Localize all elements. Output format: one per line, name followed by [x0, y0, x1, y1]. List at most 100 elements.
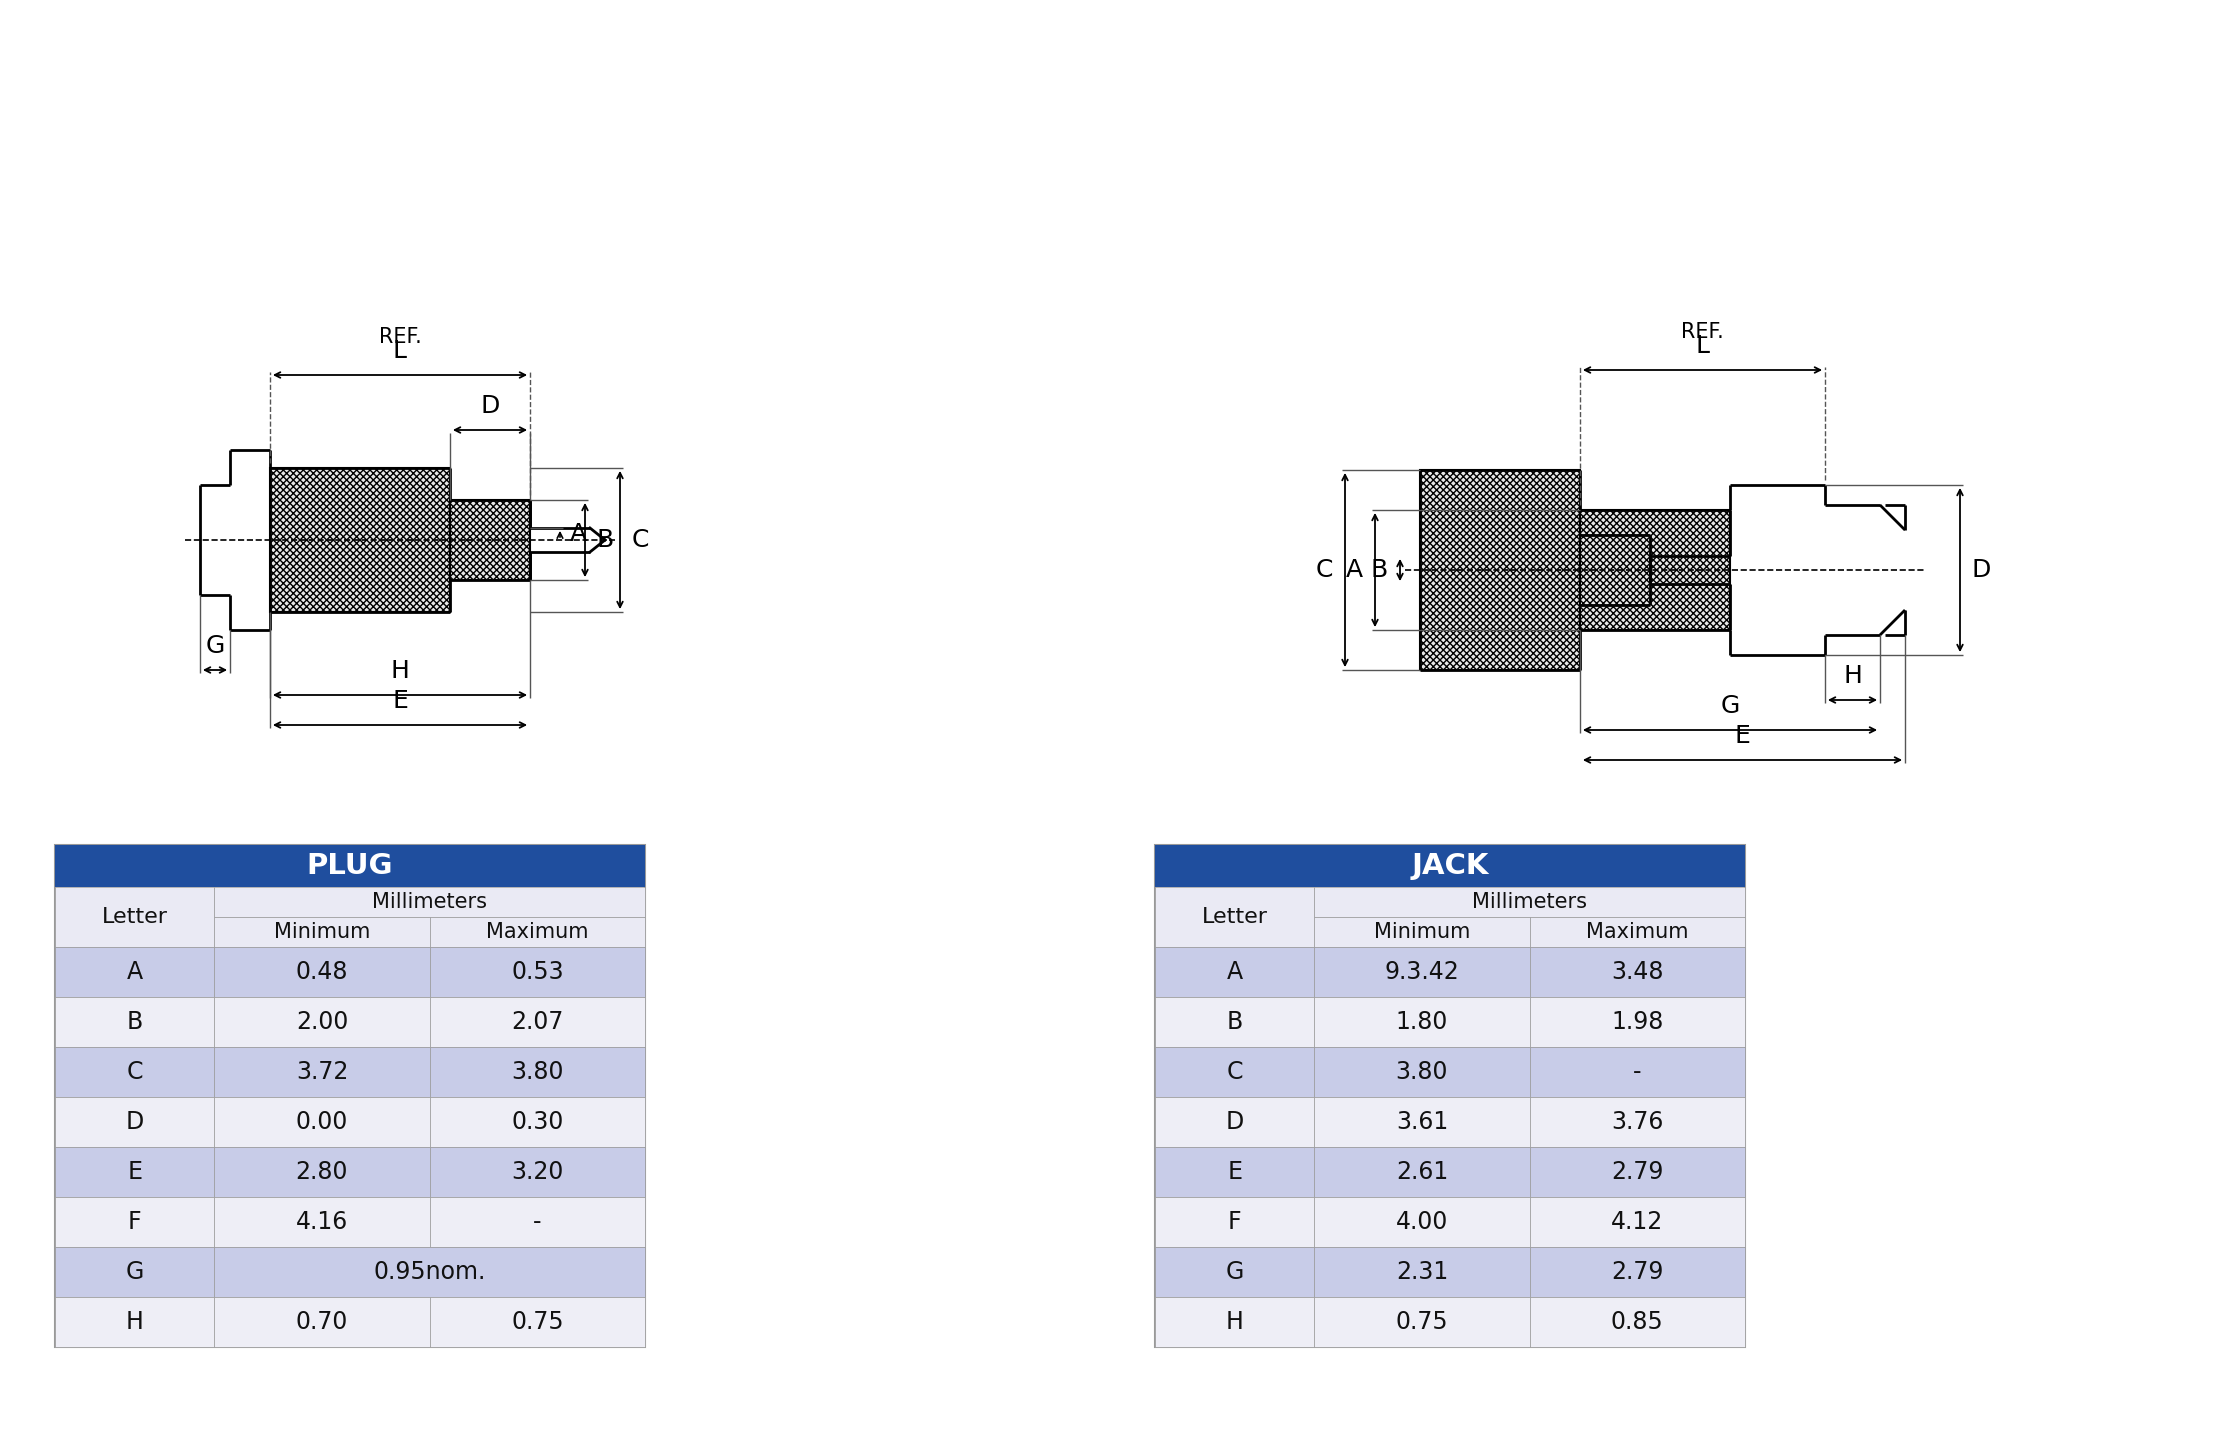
Bar — [1313, 996, 1531, 1047]
Text: E: E — [1227, 1161, 1243, 1184]
Text: A: A — [1227, 960, 1243, 984]
Bar — [1579, 510, 1730, 631]
Bar — [1154, 1197, 1313, 1247]
Text: 1.80: 1.80 — [1395, 1009, 1449, 1034]
Text: 0.48: 0.48 — [297, 960, 348, 984]
Bar — [430, 1047, 645, 1097]
Text: 2.00: 2.00 — [297, 1009, 348, 1034]
Text: REF.: REF. — [1681, 323, 1723, 341]
Text: 3.80: 3.80 — [1395, 1060, 1449, 1084]
Bar — [1154, 845, 1745, 887]
Bar — [1531, 948, 1745, 996]
Text: Letter: Letter — [1203, 907, 1267, 927]
Text: 3.76: 3.76 — [1610, 1110, 1663, 1135]
Bar — [55, 996, 215, 1047]
Text: G: G — [1721, 694, 1739, 719]
Bar — [1154, 948, 1313, 996]
Bar — [1154, 1148, 1313, 1197]
Text: D: D — [1971, 557, 1991, 582]
Text: Maximum: Maximum — [1586, 922, 1688, 942]
Bar — [1420, 469, 1579, 670]
Bar — [215, 1247, 645, 1297]
Text: G: G — [1225, 1260, 1245, 1284]
Bar — [215, 1297, 430, 1346]
Bar — [1154, 1047, 1313, 1097]
Bar — [1531, 1247, 1745, 1297]
Text: C: C — [126, 1060, 144, 1084]
Text: H: H — [390, 660, 410, 683]
Bar — [430, 996, 645, 1047]
Bar — [1154, 1297, 1313, 1346]
Bar — [430, 917, 645, 948]
Text: A: A — [569, 521, 587, 546]
Bar — [215, 948, 430, 996]
Bar — [1313, 1297, 1531, 1346]
Bar — [215, 996, 430, 1047]
Text: B: B — [1371, 557, 1389, 582]
Text: 0.75: 0.75 — [512, 1310, 563, 1333]
Text: 2.79: 2.79 — [1610, 1260, 1663, 1284]
Bar — [215, 1047, 430, 1097]
Text: B: B — [1227, 1009, 1243, 1034]
Text: E: E — [126, 1161, 142, 1184]
Text: Letter: Letter — [102, 907, 168, 927]
Bar — [430, 1148, 645, 1197]
Bar — [1313, 887, 1745, 917]
Text: 4.00: 4.00 — [1395, 1210, 1449, 1234]
Text: F: F — [1227, 1210, 1240, 1234]
Text: C: C — [1227, 1060, 1243, 1084]
Text: Minimum: Minimum — [1373, 922, 1471, 942]
Bar — [1154, 887, 1313, 948]
Bar — [55, 1148, 215, 1197]
Text: L: L — [392, 338, 408, 363]
Text: E: E — [392, 688, 408, 713]
Text: 0.95nom.: 0.95nom. — [374, 1260, 485, 1284]
Bar — [1313, 1148, 1531, 1197]
Bar — [215, 1148, 430, 1197]
Text: Maximum: Maximum — [485, 922, 589, 942]
Text: H: H — [126, 1310, 144, 1333]
Text: B: B — [126, 1009, 142, 1034]
Text: 4.12: 4.12 — [1610, 1210, 1663, 1234]
Bar — [1531, 1148, 1745, 1197]
Text: 0.30: 0.30 — [512, 1110, 563, 1135]
Bar — [1531, 1197, 1745, 1247]
Bar — [1154, 1097, 1313, 1148]
Text: 4.16: 4.16 — [297, 1210, 348, 1234]
Bar — [1313, 917, 1531, 948]
Text: 2.61: 2.61 — [1395, 1161, 1449, 1184]
Text: 2.07: 2.07 — [512, 1009, 563, 1034]
Text: G: G — [206, 634, 224, 658]
Text: 3.72: 3.72 — [297, 1060, 348, 1084]
Bar — [1531, 1047, 1745, 1097]
Text: B: B — [598, 528, 614, 552]
Text: Millimeters: Millimeters — [372, 891, 487, 912]
Text: H: H — [1225, 1310, 1243, 1333]
Bar — [1313, 1097, 1531, 1148]
Text: 0.53: 0.53 — [512, 960, 563, 984]
Bar — [430, 1097, 645, 1148]
Bar — [1313, 1197, 1531, 1247]
Bar — [55, 1097, 215, 1148]
Text: 2.80: 2.80 — [297, 1161, 348, 1184]
Text: E: E — [1734, 724, 1750, 747]
Text: C: C — [1316, 557, 1333, 582]
Text: 9.3.42: 9.3.42 — [1384, 960, 1460, 984]
Text: H: H — [1843, 664, 1863, 688]
Text: 3.80: 3.80 — [512, 1060, 563, 1084]
Bar — [450, 500, 529, 580]
Bar — [55, 845, 645, 1346]
Text: 1.98: 1.98 — [1610, 1009, 1663, 1034]
Bar — [55, 948, 215, 996]
Bar — [55, 1047, 215, 1097]
Bar — [55, 887, 215, 948]
Bar — [1313, 948, 1531, 996]
Text: Millimeters: Millimeters — [1473, 891, 1588, 912]
Bar — [1531, 1097, 1745, 1148]
Text: 0.70: 0.70 — [297, 1310, 348, 1333]
Text: -: - — [534, 1210, 543, 1234]
Text: A: A — [1347, 557, 1362, 582]
Bar — [430, 948, 645, 996]
Text: 2.31: 2.31 — [1395, 1260, 1449, 1284]
Text: 3.20: 3.20 — [512, 1161, 563, 1184]
